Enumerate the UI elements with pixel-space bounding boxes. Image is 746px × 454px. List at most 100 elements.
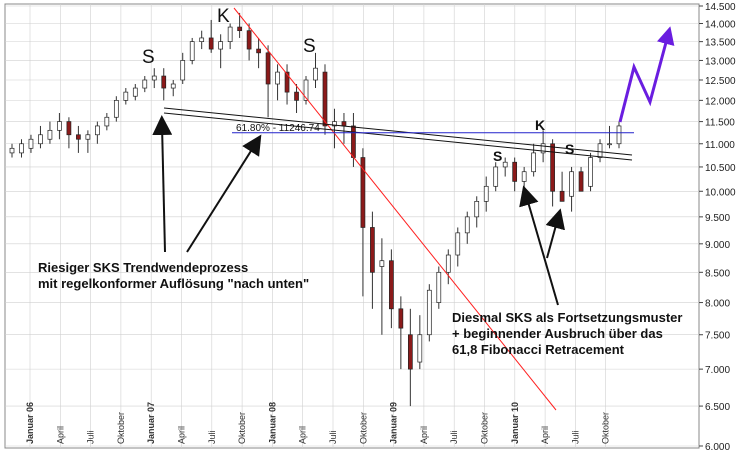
candle-body xyxy=(370,227,375,273)
candle-body xyxy=(95,125,100,136)
candle-body xyxy=(123,91,129,101)
y-tick-label: 6.500 xyxy=(705,402,730,413)
candle-body xyxy=(275,71,280,85)
candle-body xyxy=(313,67,318,81)
candle-body xyxy=(180,60,186,81)
candle-body xyxy=(540,143,546,154)
annotation-right-line3: 61,8 Fibonacci Retracement xyxy=(452,342,625,357)
candle-body xyxy=(341,121,347,127)
candle-body xyxy=(237,26,242,32)
y-tick-label: 9.500 xyxy=(705,213,730,224)
arrow-right-lower xyxy=(545,208,565,259)
x-tick-label: Oktober xyxy=(358,412,368,444)
candle-body xyxy=(66,121,72,136)
x-tick-label: April xyxy=(540,426,550,444)
candle-body xyxy=(113,100,119,118)
candle-body xyxy=(28,138,34,149)
x-tick-label: Oktober xyxy=(237,412,247,444)
y-tick-label: 10.500 xyxy=(705,163,736,174)
y-tick-label: 8.000 xyxy=(705,299,730,310)
candle-body xyxy=(464,216,470,234)
x-axis: Januar 06 April Juli Oktober Januar 07 April J… xyxy=(25,402,611,444)
candle-body xyxy=(559,190,565,202)
y-tick-label: 13.000 xyxy=(705,56,736,67)
x-tick-label: April xyxy=(419,426,429,444)
y-tick-label: 13.500 xyxy=(705,38,736,49)
candle-body xyxy=(502,161,508,168)
candle-body xyxy=(303,79,309,101)
candle-body xyxy=(47,129,53,140)
candle-body xyxy=(246,30,252,50)
y-tick-label: 12.500 xyxy=(705,76,736,87)
candle-body xyxy=(455,232,461,256)
candle-body xyxy=(104,116,110,127)
candle-body xyxy=(407,334,413,370)
arrow-left-vertical xyxy=(152,115,173,253)
y-tick-label: 10.000 xyxy=(705,187,736,198)
y-tick-label: 11.500 xyxy=(705,118,735,129)
candle-body xyxy=(351,125,356,158)
candle-body xyxy=(218,41,224,50)
candle-body xyxy=(588,157,593,187)
candle-body xyxy=(199,37,205,42)
candle-body xyxy=(57,121,62,131)
pattern-label-s3: S xyxy=(493,148,502,164)
candle-body xyxy=(85,134,91,140)
grid-lines xyxy=(5,4,699,448)
y-tick-label: 8.500 xyxy=(705,268,730,279)
annotation-right-line2: + beginnender Ausbruch über das xyxy=(452,326,663,341)
candle-body xyxy=(578,171,584,192)
candle-body xyxy=(322,71,328,127)
neckline-upper xyxy=(163,107,633,156)
x-tick-label: April xyxy=(55,426,65,444)
pattern-label-k2: K xyxy=(535,117,545,133)
y-tick-label: 14.000 xyxy=(705,19,736,30)
annotation-right-line1: Diesmal SKS als Fortsetzungsmuster xyxy=(452,310,682,325)
candle-body xyxy=(161,75,167,89)
candle-body xyxy=(417,334,423,363)
x-tick-label: Juli xyxy=(207,430,217,444)
x-tick-label: Januar 10 xyxy=(510,402,520,444)
candle-body xyxy=(616,125,622,145)
red-trendline xyxy=(233,7,557,411)
candle-body xyxy=(445,254,451,273)
candle-body xyxy=(9,147,15,154)
candle-body xyxy=(521,171,527,182)
x-tick-label: Juli xyxy=(86,430,96,444)
candle-body xyxy=(265,52,271,85)
candle-body xyxy=(360,157,366,228)
candle-body xyxy=(493,166,499,187)
pattern-label-s4: S xyxy=(565,141,574,157)
x-tick-label: April xyxy=(298,426,308,444)
candle-body xyxy=(426,289,432,336)
candle-body xyxy=(189,41,195,61)
candle-body xyxy=(170,83,176,89)
candle-body xyxy=(569,171,574,197)
candle-body xyxy=(436,271,442,303)
candle-body xyxy=(19,143,24,154)
pattern-label-s2: S xyxy=(303,36,316,57)
y-tick-label: 9.000 xyxy=(705,240,730,251)
fibonacci-label: 61.80% - 11246.74 xyxy=(236,123,320,134)
neckline-lower xyxy=(163,112,633,161)
y-tick-label: 7.000 xyxy=(705,365,730,376)
candle-body xyxy=(550,143,555,192)
candle-body xyxy=(151,75,157,81)
x-tick-label: Juli xyxy=(328,430,338,444)
x-tick-label: Juli xyxy=(570,430,580,444)
candles xyxy=(9,12,622,407)
candle-body xyxy=(227,26,233,42)
arrow-left-diagonal xyxy=(186,134,262,253)
plot-background xyxy=(4,3,700,449)
candle-body xyxy=(142,79,148,89)
x-tick-label: Januar 07 xyxy=(146,402,156,444)
y-tick-label: 11.000 xyxy=(705,140,735,151)
candle-body xyxy=(208,37,214,50)
candle-body xyxy=(132,87,138,97)
annotation-left-line1: Riesiger SKS Trendwendeprozess xyxy=(38,260,248,275)
y-tick-label: 14.500 xyxy=(705,2,736,13)
candle-body xyxy=(294,91,299,101)
candle-body xyxy=(332,121,337,127)
x-tick-label: April xyxy=(177,426,187,444)
